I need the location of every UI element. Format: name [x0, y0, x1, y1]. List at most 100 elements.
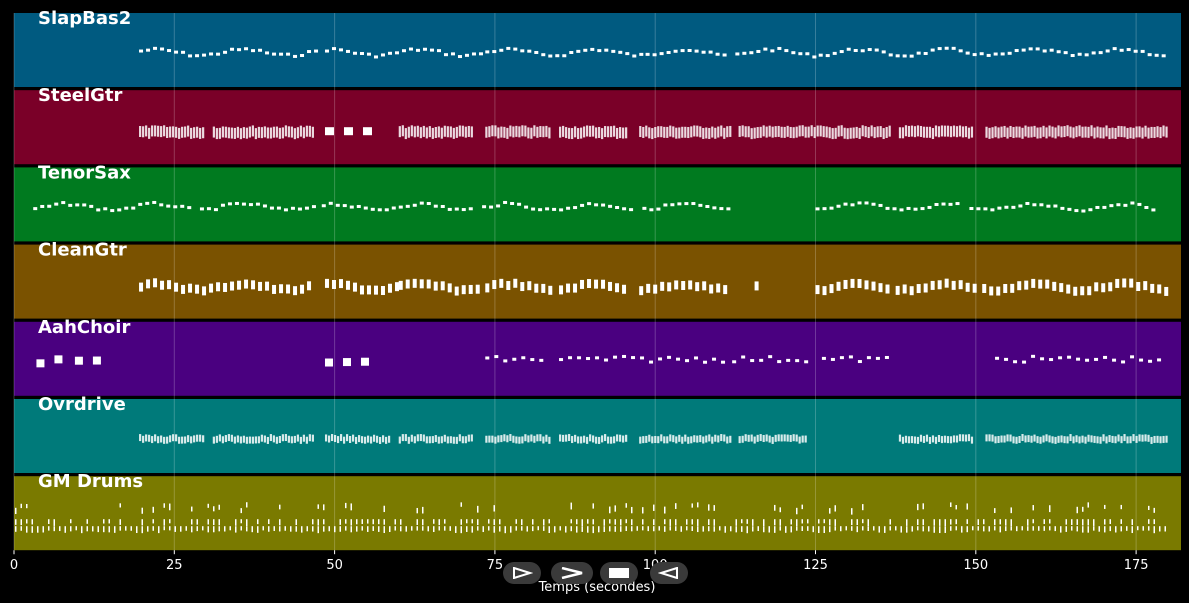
note: [1042, 49, 1047, 53]
note: [1129, 436, 1132, 444]
note: [952, 125, 956, 137]
note: [460, 526, 462, 534]
track-name-label: GM Drums: [38, 471, 143, 492]
note: [244, 279, 249, 289]
note: [324, 127, 334, 136]
note: [240, 519, 242, 524]
note: [1040, 357, 1045, 361]
note: [331, 47, 336, 51]
note: [601, 128, 604, 140]
forward-icon: [561, 567, 583, 579]
note: [181, 436, 184, 444]
note: [405, 279, 410, 289]
note: [413, 126, 416, 138]
note: [545, 207, 550, 211]
note: [1030, 435, 1033, 443]
note: [1162, 435, 1165, 443]
rewind-button[interactable]: [650, 562, 688, 584]
note: [1101, 283, 1106, 293]
note: [268, 519, 270, 524]
note: [449, 526, 451, 531]
note: [613, 355, 618, 359]
note: [831, 128, 834, 140]
note: [754, 281, 759, 291]
note: [1159, 436, 1162, 444]
note: [1081, 435, 1084, 443]
note: [412, 203, 417, 207]
note: [387, 51, 392, 55]
note: [290, 526, 292, 532]
fast-forward-button[interactable]: [551, 562, 593, 584]
note: [598, 436, 601, 444]
note: [1073, 286, 1078, 296]
note: [237, 48, 242, 52]
note: [675, 526, 677, 531]
note: [236, 435, 239, 443]
note: [669, 519, 671, 526]
note: [1067, 207, 1072, 211]
note: [324, 434, 328, 442]
note: [703, 360, 708, 364]
note: [411, 526, 413, 531]
play-button[interactable]: [503, 562, 541, 584]
note: [485, 356, 490, 360]
note: [148, 127, 151, 139]
note: [103, 207, 108, 211]
note: [15, 507, 17, 515]
note: [885, 126, 888, 138]
note: [829, 519, 831, 526]
note: [862, 526, 864, 531]
note: [422, 125, 425, 137]
note: [460, 519, 462, 525]
note: [433, 204, 438, 208]
note: [251, 280, 256, 290]
note: [350, 526, 352, 533]
note: [559, 126, 562, 138]
note: [780, 434, 783, 442]
note: [1122, 278, 1127, 288]
note: [779, 526, 781, 531]
note: [206, 207, 211, 211]
note: [796, 526, 798, 531]
note: [681, 436, 684, 444]
note: [573, 206, 578, 210]
note: [485, 435, 488, 443]
note: [145, 201, 150, 205]
note: [586, 125, 589, 137]
stop-button[interactable]: [600, 562, 638, 584]
note: [404, 434, 407, 442]
note: [1150, 436, 1153, 444]
note: [146, 48, 151, 52]
note: [916, 125, 920, 137]
note: [496, 204, 501, 208]
note: [412, 278, 417, 288]
note: [433, 519, 435, 524]
note: [931, 128, 935, 140]
note: [269, 434, 272, 442]
note: [215, 435, 218, 443]
note: [284, 526, 286, 531]
note: [570, 502, 572, 510]
note: [1104, 519, 1106, 525]
note: [515, 526, 517, 531]
note: [934, 125, 938, 137]
note: [574, 434, 577, 442]
note: [81, 526, 83, 534]
note: [130, 526, 132, 531]
note: [333, 435, 337, 443]
note: [777, 360, 782, 364]
note: [1003, 125, 1006, 137]
note: [191, 506, 193, 512]
note: [237, 280, 242, 290]
note: [837, 125, 840, 137]
note: [586, 436, 589, 444]
note: [464, 53, 469, 57]
note: [645, 125, 648, 137]
note: [607, 436, 610, 444]
note: [949, 126, 953, 138]
note: [1090, 125, 1093, 137]
note: [1151, 208, 1156, 212]
note: [964, 126, 968, 138]
note: [777, 434, 780, 442]
note: [510, 201, 515, 205]
